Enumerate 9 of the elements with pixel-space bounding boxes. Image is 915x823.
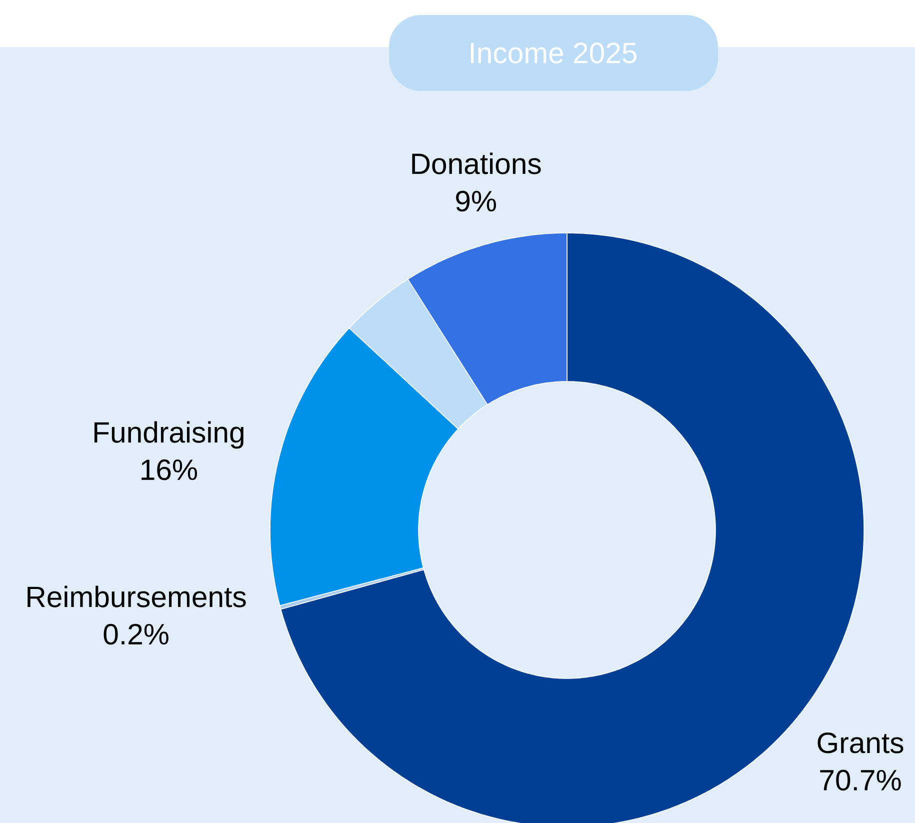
chart-title: Income 2025 — [470, 42, 637, 64]
data-label: 9% — [456, 190, 496, 212]
data-label: 16% — [142, 459, 198, 480]
data-label: 70.7% — [820, 770, 901, 791]
slice-label: Donations — [412, 152, 541, 174]
slice-label: Reimbursements — [28, 586, 246, 608]
data-label: 0.2% — [104, 624, 168, 645]
slice-label: Fundraising — [94, 421, 244, 449]
slice-label: Grants — [818, 732, 904, 754]
